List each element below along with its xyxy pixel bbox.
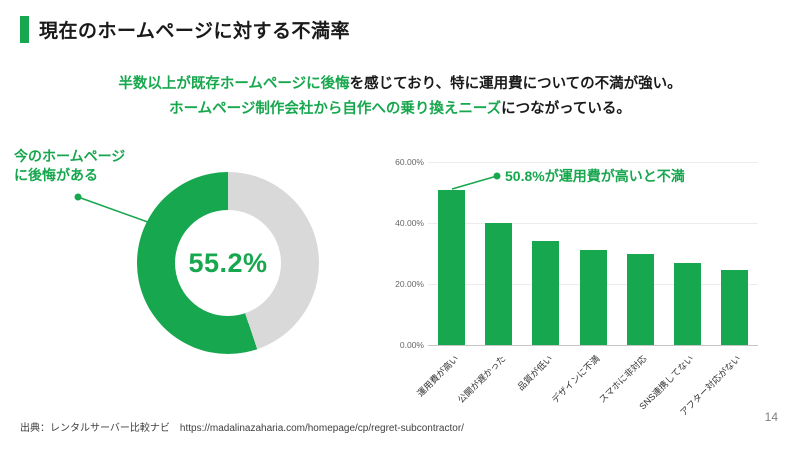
donut-center-value: 55.2% bbox=[188, 247, 268, 278]
bar-5 bbox=[626, 253, 654, 345]
bar-2 bbox=[485, 223, 513, 345]
donut-chart: 55.2% bbox=[137, 172, 319, 354]
x-axis-labels: 運用費が高い 公開が遅かった 品質が低い デザインに不満 スマホに非対応 SNS連携してな… bbox=[415, 352, 758, 437]
donut-callout-line-2: に後悔がある bbox=[14, 167, 98, 183]
donut-callout-line-1: 今のホームページ bbox=[14, 148, 126, 164]
gridline bbox=[428, 162, 758, 163]
subtitle-line-2-highlight: ホームページ制作会社から自作への乗り換えニーズ bbox=[169, 101, 502, 117]
bar-chart: 60.00% 40.00% 20.00% 0.00% 運用費が高い 公開が遅かった 品質が… bbox=[386, 150, 796, 440]
title-accent-bar bbox=[20, 16, 29, 43]
y-axis-tick-label: 60.00% bbox=[395, 157, 424, 167]
bar-6 bbox=[673, 262, 701, 345]
x-axis-label: SNS連携してない bbox=[637, 353, 696, 412]
donut-hole: 55.2% bbox=[175, 210, 281, 316]
donut-leader-dot bbox=[74, 193, 82, 201]
slide-title: 現在のホームページに対する不満率 bbox=[39, 21, 351, 42]
gridline bbox=[428, 345, 758, 346]
y-axis-tick-label: 40.00% bbox=[395, 218, 424, 228]
gridline bbox=[428, 223, 758, 224]
subtitle-line-1-rest: を感じており、特に運用費についての不満が強い。 bbox=[349, 76, 682, 92]
bar-annotation: 50.8%が運用費が高いと不満 bbox=[505, 168, 685, 184]
bar-4 bbox=[579, 250, 607, 345]
bar-plot bbox=[428, 162, 758, 346]
y-axis-tick-label: 0.00% bbox=[399, 340, 424, 350]
source-citation: 出典：レンタルサーバー比較ナビ https://madalinazaharia.… bbox=[20, 423, 464, 434]
x-axis-label: デザインに不満 bbox=[549, 353, 602, 406]
donut-callout-label: 今のホームページ に後悔がある bbox=[14, 147, 125, 185]
x-axis-label: アフター対応がない bbox=[678, 353, 743, 418]
x-axis-label: スマホに非対応 bbox=[597, 353, 649, 405]
subtitle-line-2: ホームページ制作会社から自作への乗り換えニーズにつながっている。 bbox=[0, 97, 800, 122]
bar-3 bbox=[532, 241, 560, 345]
page-number: 14 bbox=[764, 410, 778, 424]
subtitle: 半数以上が既存ホームページに後悔を感じており、特に運用費についての不満が強い。 … bbox=[0, 72, 800, 122]
y-axis-labels: 60.00% 40.00% 20.00% 0.00% bbox=[386, 157, 424, 350]
subtitle-line-1: 半数以上が既存ホームページに後悔を感じており、特に運用費についての不満が強い。 bbox=[0, 72, 800, 97]
bar-7 bbox=[720, 270, 748, 345]
subtitle-line-1-highlight: 半数以上が既存ホームページに後悔 bbox=[118, 76, 350, 92]
subtitle-line-2-rest: につながっている。 bbox=[501, 101, 631, 117]
x-axis-label: 品質が低い bbox=[515, 353, 555, 393]
bar-1 bbox=[438, 190, 466, 345]
title-row: 現在のホームページに対する不満率 bbox=[20, 16, 350, 43]
y-axis-tick-label: 20.00% bbox=[395, 279, 424, 289]
